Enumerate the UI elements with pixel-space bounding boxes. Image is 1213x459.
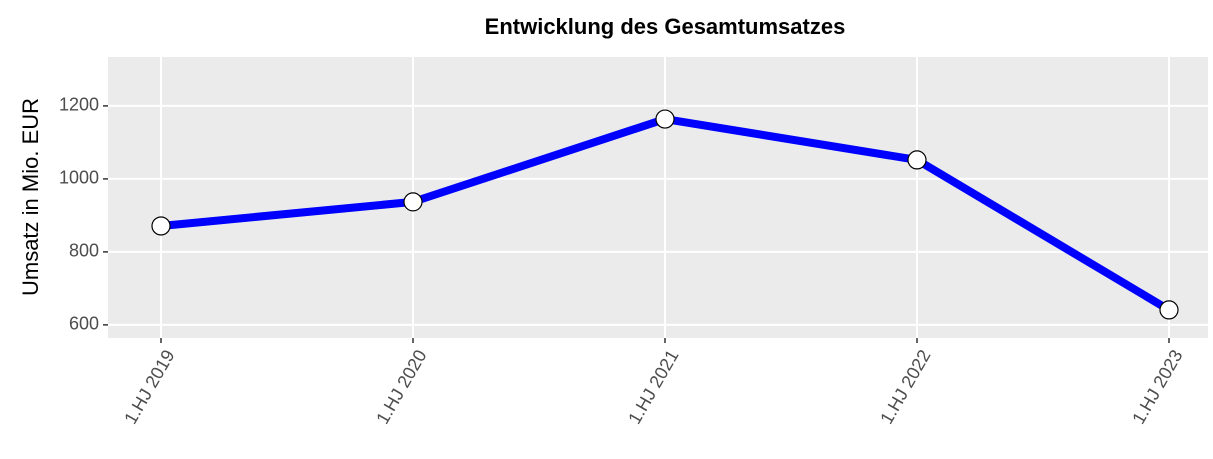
y-tick-label: 600 xyxy=(69,314,99,334)
x-tick-label: 1.HJ 2023 xyxy=(1128,346,1186,427)
plot-panel xyxy=(108,57,1208,338)
chart-title: Entwicklung des Gesamtumsatzes xyxy=(485,14,846,39)
y-axis-title: Umsatz in Mio. EUR xyxy=(18,98,43,296)
point xyxy=(151,216,171,236)
y-tick-label: 800 xyxy=(69,241,99,261)
y-tick-label: 1000 xyxy=(59,168,99,188)
x-tick-label: 1.HJ 2022 xyxy=(876,346,934,427)
point xyxy=(403,192,423,212)
point xyxy=(655,109,675,129)
x-tick-label: 1.HJ 2021 xyxy=(624,346,682,427)
point xyxy=(1159,300,1179,320)
x-tick-label: 1.HJ 2020 xyxy=(372,346,430,427)
y-tick-label: 1200 xyxy=(59,95,99,115)
point xyxy=(907,150,927,170)
x-tick-label: 1.HJ 2019 xyxy=(120,346,178,427)
